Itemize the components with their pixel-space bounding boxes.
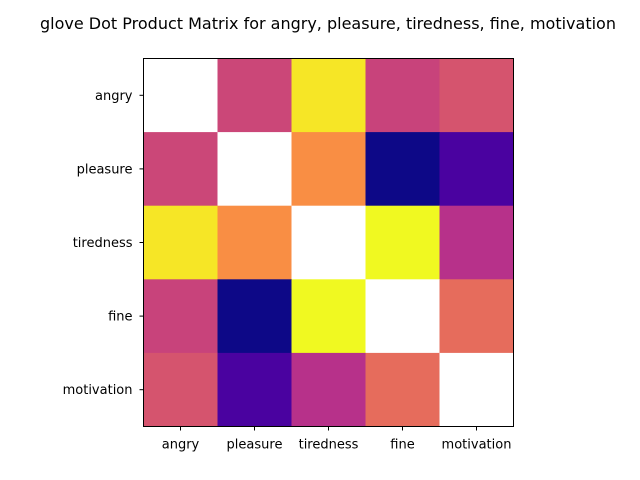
heatmap-cell-fine-angry <box>143 279 218 354</box>
axis-ticks: angry pleasure tiredness fine motivation angr… <box>63 89 512 453</box>
heatmap-cell-motivation-motivation <box>439 352 514 427</box>
heatmap-cell-tiredness-pleasure <box>217 205 292 280</box>
y-tick-label-motivation: motivation <box>63 383 133 398</box>
heatmap-cell-angry-pleasure <box>217 58 292 133</box>
x-tick-label-tiredness: tiredness <box>299 438 359 453</box>
heatmap-cell-fine-tiredness <box>291 279 366 354</box>
heatmap-cell-fine-fine <box>365 279 440 354</box>
y-tick-label-fine: fine <box>108 310 132 325</box>
heatmap-cell-pleasure-tiredness <box>291 132 366 207</box>
heatmap-cell-fine-pleasure <box>217 279 292 354</box>
heatmap-cell-angry-angry <box>143 58 218 133</box>
heatmap-cells <box>143 58 514 427</box>
y-tick-label-pleasure: pleasure <box>77 162 133 177</box>
heatmap-cell-angry-tiredness <box>291 58 366 133</box>
x-tick-label-fine: fine <box>390 438 414 453</box>
heatmap-cell-motivation-pleasure <box>217 352 292 427</box>
heatmap-cell-motivation-angry <box>143 352 218 427</box>
heatmap-cell-tiredness-tiredness <box>291 205 366 280</box>
plot-frame <box>143 58 514 427</box>
x-tick-label-pleasure: pleasure <box>227 438 283 453</box>
y-tick-label-tiredness: tiredness <box>73 236 133 251</box>
heatmap-cell-tiredness-motivation <box>439 205 514 280</box>
heatmap-cell-angry-fine <box>365 58 440 133</box>
heatmap-cell-tiredness-angry <box>143 205 218 280</box>
heatmap-cell-pleasure-angry <box>143 132 218 207</box>
x-tick-label-angry: angry <box>162 438 200 453</box>
x-tick-label-motivation: motivation <box>442 438 512 453</box>
heatmap-cell-pleasure-motivation <box>439 132 514 207</box>
heatmap-cell-tiredness-fine <box>365 205 440 280</box>
heatmap-cell-pleasure-pleasure <box>217 132 292 207</box>
chart-title: glove Dot Product Matrix for angry, plea… <box>40 14 616 33</box>
y-tick-label-angry: angry <box>95 89 133 104</box>
heatmap-cell-fine-motivation <box>439 279 514 354</box>
heatmap-cell-pleasure-fine <box>365 132 440 207</box>
heatmap-cell-motivation-tiredness <box>291 352 366 427</box>
heatmap-cell-motivation-fine <box>365 352 440 427</box>
heatmap-cell-angry-motivation <box>439 58 514 133</box>
